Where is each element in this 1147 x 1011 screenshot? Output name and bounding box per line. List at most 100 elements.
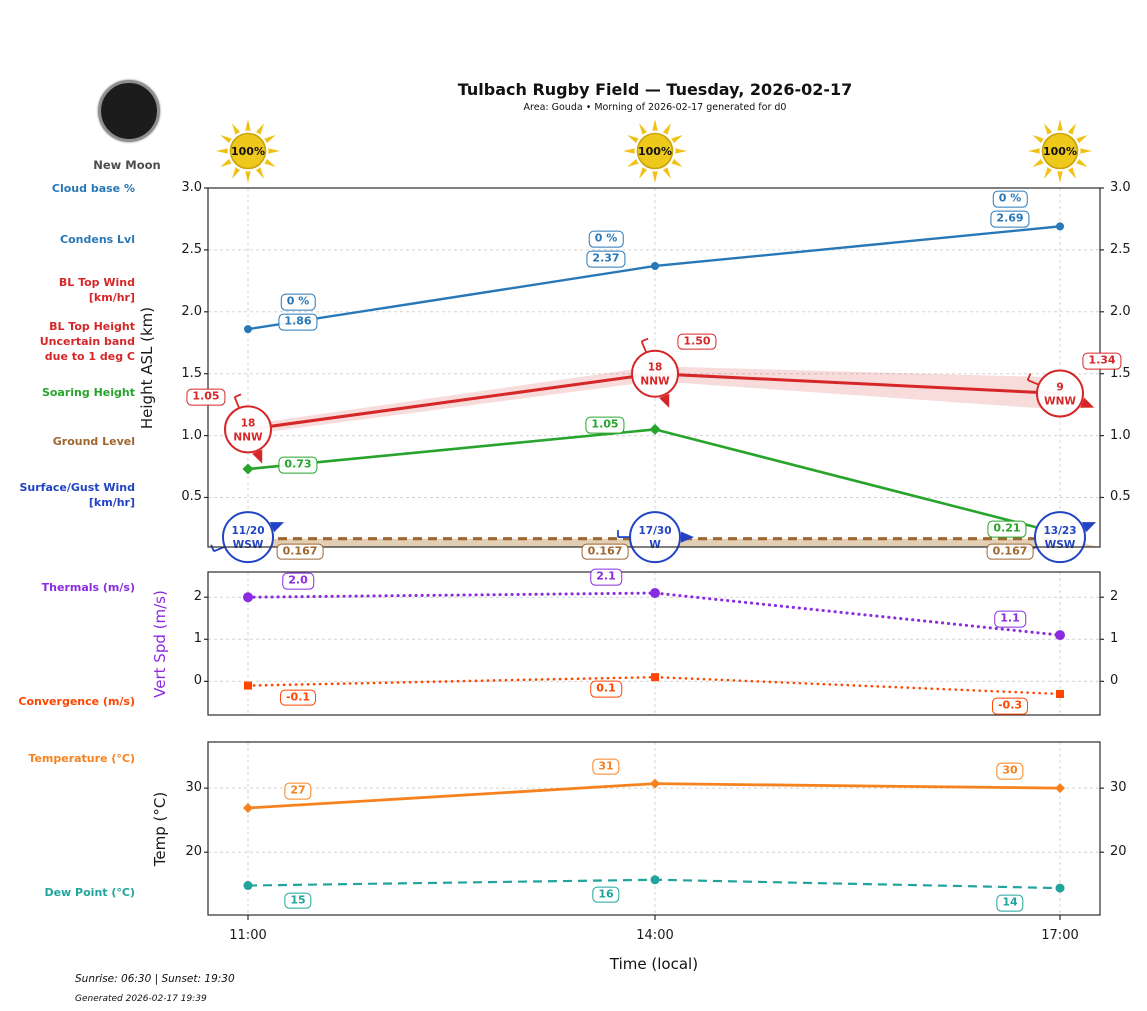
vertspd-axis-title: Vert Spd (m/s) bbox=[151, 589, 169, 698]
soaring-height-value-label: 0.73 bbox=[278, 456, 318, 474]
series-label-condens-lvl: Condens Lvl bbox=[60, 232, 135, 247]
y-tick-label: 3.0 bbox=[1110, 180, 1131, 195]
cloud-base-pct-label: 0 % bbox=[280, 293, 316, 311]
sunrise-sunset-note: Sunrise: 06:30 | Sunset: 19:30 bbox=[75, 973, 235, 985]
y-tick-label: 0.5 bbox=[1110, 489, 1131, 505]
dew-point-value-label: 14 bbox=[996, 894, 1024, 912]
convergence-value-label: 0.1 bbox=[590, 680, 622, 698]
bl-top-wind-marker-2: 9 WNW bbox=[1026, 369, 1095, 418]
sun-icon: 100% bbox=[623, 119, 687, 183]
svg-text:9: 9 bbox=[1056, 381, 1063, 393]
moon-phase-label: New Moon bbox=[93, 158, 161, 172]
series-label-soaring-height: Soaring Height bbox=[42, 385, 135, 400]
y-tick-label: 2.5 bbox=[1110, 241, 1131, 257]
series-label-line: Cloud base % bbox=[51, 181, 135, 195]
x-axis-title: Time (local) bbox=[609, 955, 699, 973]
thermals-value-label: 2.1 bbox=[590, 568, 622, 586]
sun-icon: 100% bbox=[1028, 119, 1092, 183]
y-tick-label: 20 bbox=[185, 844, 202, 860]
series-label-line: due to 1 deg C bbox=[44, 349, 135, 363]
y-tick-label: 1.5 bbox=[181, 365, 202, 381]
series-label-line: Uncertain band bbox=[39, 334, 135, 348]
y-tick-label: 2.0 bbox=[181, 303, 202, 319]
vertspd-chart bbox=[204, 571, 1104, 716]
svg-text:13/23: 13/23 bbox=[1043, 525, 1076, 537]
y-tick-label: 2 bbox=[1110, 589, 1119, 605]
series-label-surface-gust-wind: Surface/Gust Wind [km/hr] bbox=[20, 480, 136, 510]
series-label-bl-top-wind: BL Top Wind [km/hr] bbox=[59, 275, 135, 305]
condens-lvl-value-label: 2.37 bbox=[586, 250, 626, 268]
series-label-line: Condens Lvl bbox=[60, 232, 135, 246]
svg-text:NNW: NNW bbox=[233, 431, 263, 443]
bl-top-wind-marker-1: 18 NNW bbox=[631, 337, 679, 408]
series-label-line: [km/hr] bbox=[88, 290, 135, 304]
sunshine-percent: 100% bbox=[231, 145, 265, 158]
surface-wind-marker-1: 17/30 W bbox=[617, 511, 694, 564]
series-label-line: Convergence (m/s) bbox=[18, 694, 135, 708]
bl-top-wind-marker-0: 18 NNW bbox=[224, 393, 272, 464]
series-label-dew-point: Dew Point (°C) bbox=[44, 885, 135, 900]
y-tick-label: 2.5 bbox=[181, 241, 202, 257]
cloud-base-pct-label: 0 % bbox=[588, 230, 624, 248]
y-tick-label: 20 bbox=[1110, 844, 1127, 860]
svg-text:NNW: NNW bbox=[640, 376, 670, 388]
y-tick-label: 2 bbox=[193, 589, 202, 605]
series-label-line: [km/hr] bbox=[88, 495, 135, 509]
page-title: Tulbach Rugby Field — Tuesday, 2026-02-1… bbox=[457, 80, 853, 99]
y-tick-label: 0 bbox=[193, 673, 202, 689]
series-label-line: Surface/Gust Wind bbox=[19, 480, 136, 494]
convergence-value-label: -0.1 bbox=[279, 689, 317, 706]
x-tick-label: 17:00 bbox=[1041, 928, 1079, 943]
surface-wind-marker-0: 11/20 WSW bbox=[210, 511, 285, 564]
bl-top-height-value-label: 1.05 bbox=[186, 389, 226, 406]
series-label-thermals: Thermals (m/s) bbox=[42, 580, 135, 595]
header: Tulbach Rugby Field — Tuesday, 2026-02-1… bbox=[150, 80, 1147, 113]
series-label-cloud-base: Cloud base % bbox=[52, 181, 135, 196]
temp-axis-title: Temp (°C) bbox=[151, 791, 169, 866]
series-label-line: Temperature (°C) bbox=[28, 751, 135, 765]
height-chart: 18 NNW 18 NNW 9 WNW 11/20 WSW 17/30 W 13/23 WSW bbox=[204, 187, 1104, 564]
svg-text:17/30: 17/30 bbox=[638, 525, 671, 537]
temperature-value-label: 27 bbox=[284, 782, 312, 800]
svg-text:11/20: 11/20 bbox=[231, 525, 264, 537]
ground-level-value-label: 0.167 bbox=[276, 543, 324, 561]
dew-point-value-label: 16 bbox=[592, 886, 620, 904]
y-tick-label: 0.5 bbox=[181, 489, 202, 505]
condens-lvl-value-label: 1.86 bbox=[278, 313, 318, 331]
series-label-line: BL Top Wind bbox=[58, 275, 135, 289]
sun-icon: 100% bbox=[216, 119, 280, 183]
page-subtitle: Area: Gouda • Morning of 2026-02-17 gene… bbox=[523, 102, 787, 113]
ground-level-value-label: 0.167 bbox=[986, 543, 1034, 561]
svg-text:WSW: WSW bbox=[1045, 539, 1076, 551]
cloud-base-pct-label: 0 % bbox=[992, 191, 1028, 208]
soaring-height-value-label: 1.05 bbox=[585, 417, 625, 434]
sunshine-percent: 100% bbox=[1043, 145, 1077, 158]
y-tick-label: 1 bbox=[1110, 631, 1119, 647]
series-label-bl-top-height: BL Top Height Uncertain band due to 1 deg … bbox=[40, 319, 135, 364]
thermals-value-label: 1.1 bbox=[994, 610, 1026, 628]
y-tick-label: 1 bbox=[193, 631, 202, 647]
bl-top-height-value-label: 1.50 bbox=[677, 333, 717, 351]
series-label-ground-level: Ground Level bbox=[53, 434, 135, 449]
y-tick-label: 2.0 bbox=[1110, 303, 1131, 319]
y-tick-label: 30 bbox=[1110, 780, 1127, 796]
svg-text:WNW: WNW bbox=[1044, 395, 1076, 407]
y-tick-label: 1.0 bbox=[1110, 427, 1131, 443]
svg-text:18: 18 bbox=[241, 417, 256, 429]
series-label-line: BL Top Height bbox=[49, 319, 135, 333]
series-label-line: Dew Point (°C) bbox=[44, 885, 135, 899]
bl-top-height-value-label: 1.34 bbox=[1082, 353, 1122, 370]
soaring-height-value-label: 0.21 bbox=[987, 521, 1027, 538]
svg-text:W: W bbox=[649, 539, 661, 551]
y-tick-label: 0 bbox=[1110, 673, 1119, 689]
height-axis-title: Height ASL (km) bbox=[138, 306, 156, 429]
x-tick-label: 14:00 bbox=[636, 928, 674, 943]
temp-chart bbox=[204, 741, 1104, 920]
sunshine-percent: 100% bbox=[638, 145, 672, 158]
y-tick-label: 3.0 bbox=[181, 180, 202, 195]
temperature-value-label: 30 bbox=[996, 762, 1024, 780]
svg-text:18: 18 bbox=[648, 362, 663, 374]
series-label-line: Thermals (m/s) bbox=[41, 580, 135, 594]
series-label-line: Ground Level bbox=[52, 434, 135, 448]
